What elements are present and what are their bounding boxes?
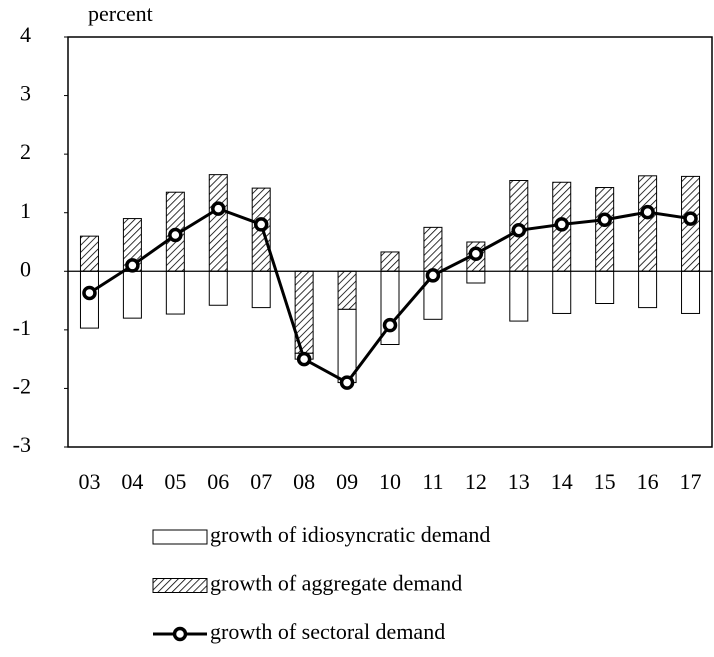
legend-marker	[172, 626, 188, 642]
bar	[337, 308, 357, 384]
bar	[509, 270, 529, 322]
line-marker	[683, 211, 698, 226]
line-marker	[82, 285, 97, 301]
bar	[638, 270, 658, 309]
x-tick-label: 13	[508, 469, 530, 494]
bar	[337, 270, 357, 310]
y-tick-label: -3	[13, 432, 31, 457]
bar	[165, 270, 185, 315]
x-tick-label: 06	[207, 469, 229, 494]
bar	[208, 270, 228, 306]
x-tick-label: 17	[680, 469, 702, 494]
bar	[208, 174, 228, 272]
line-marker	[640, 204, 655, 220]
bar	[466, 270, 486, 284]
line-marker	[296, 351, 312, 367]
x-tick-label: 15	[594, 469, 616, 494]
line-marker	[597, 212, 612, 227]
bar	[681, 270, 701, 314]
bar	[122, 270, 142, 319]
x-tick-label: 14	[551, 469, 573, 494]
y-tick-label: 3	[20, 81, 31, 106]
line-marker	[253, 217, 269, 232]
x-tick-label: 04	[121, 469, 143, 494]
x-tick-label: 12	[465, 469, 487, 494]
line-marker	[168, 227, 183, 243]
line-marker	[339, 375, 355, 390]
x-tick-label: 09	[336, 469, 358, 494]
y-axis-label: percent	[88, 1, 153, 26]
bar	[552, 270, 572, 314]
y-tick-label: 0	[20, 256, 31, 281]
y-tick-label: 4	[20, 22, 31, 47]
x-tick-label: 11	[422, 469, 443, 494]
line-marker	[511, 223, 527, 238]
x-tick-label: 07	[250, 469, 272, 494]
plot-frame	[67, 36, 713, 448]
line-marker	[468, 246, 484, 261]
x-tick-label: 08	[293, 469, 315, 494]
x-tick-label: 10	[379, 469, 401, 494]
bar	[638, 175, 658, 272]
x-tick-label: 05	[164, 469, 186, 494]
y-tick-label: -2	[13, 373, 31, 398]
line-marker	[125, 258, 140, 273]
legend-label: growth of idiosyncratic demand	[210, 522, 490, 547]
bar	[251, 270, 271, 309]
line-marker	[425, 268, 441, 283]
y-tick-label: 1	[20, 198, 31, 223]
line-marker	[211, 201, 226, 216]
y-tick-label: -1	[13, 315, 31, 340]
x-tick-label: 03	[78, 469, 100, 494]
bar	[595, 187, 615, 272]
bar	[380, 251, 400, 272]
legend-swatch	[152, 578, 208, 593]
y-tick-label: 2	[20, 139, 31, 164]
bar	[79, 235, 99, 272]
legend-label: growth of aggregate demand	[210, 571, 462, 596]
x-tick-label: 16	[637, 469, 659, 494]
legend-swatch	[152, 529, 208, 545]
line-marker	[382, 317, 398, 333]
line-marker	[554, 217, 569, 232]
bar	[423, 226, 443, 272]
legend-label: growth of sectoral demand	[210, 619, 445, 644]
bar	[595, 270, 615, 304]
